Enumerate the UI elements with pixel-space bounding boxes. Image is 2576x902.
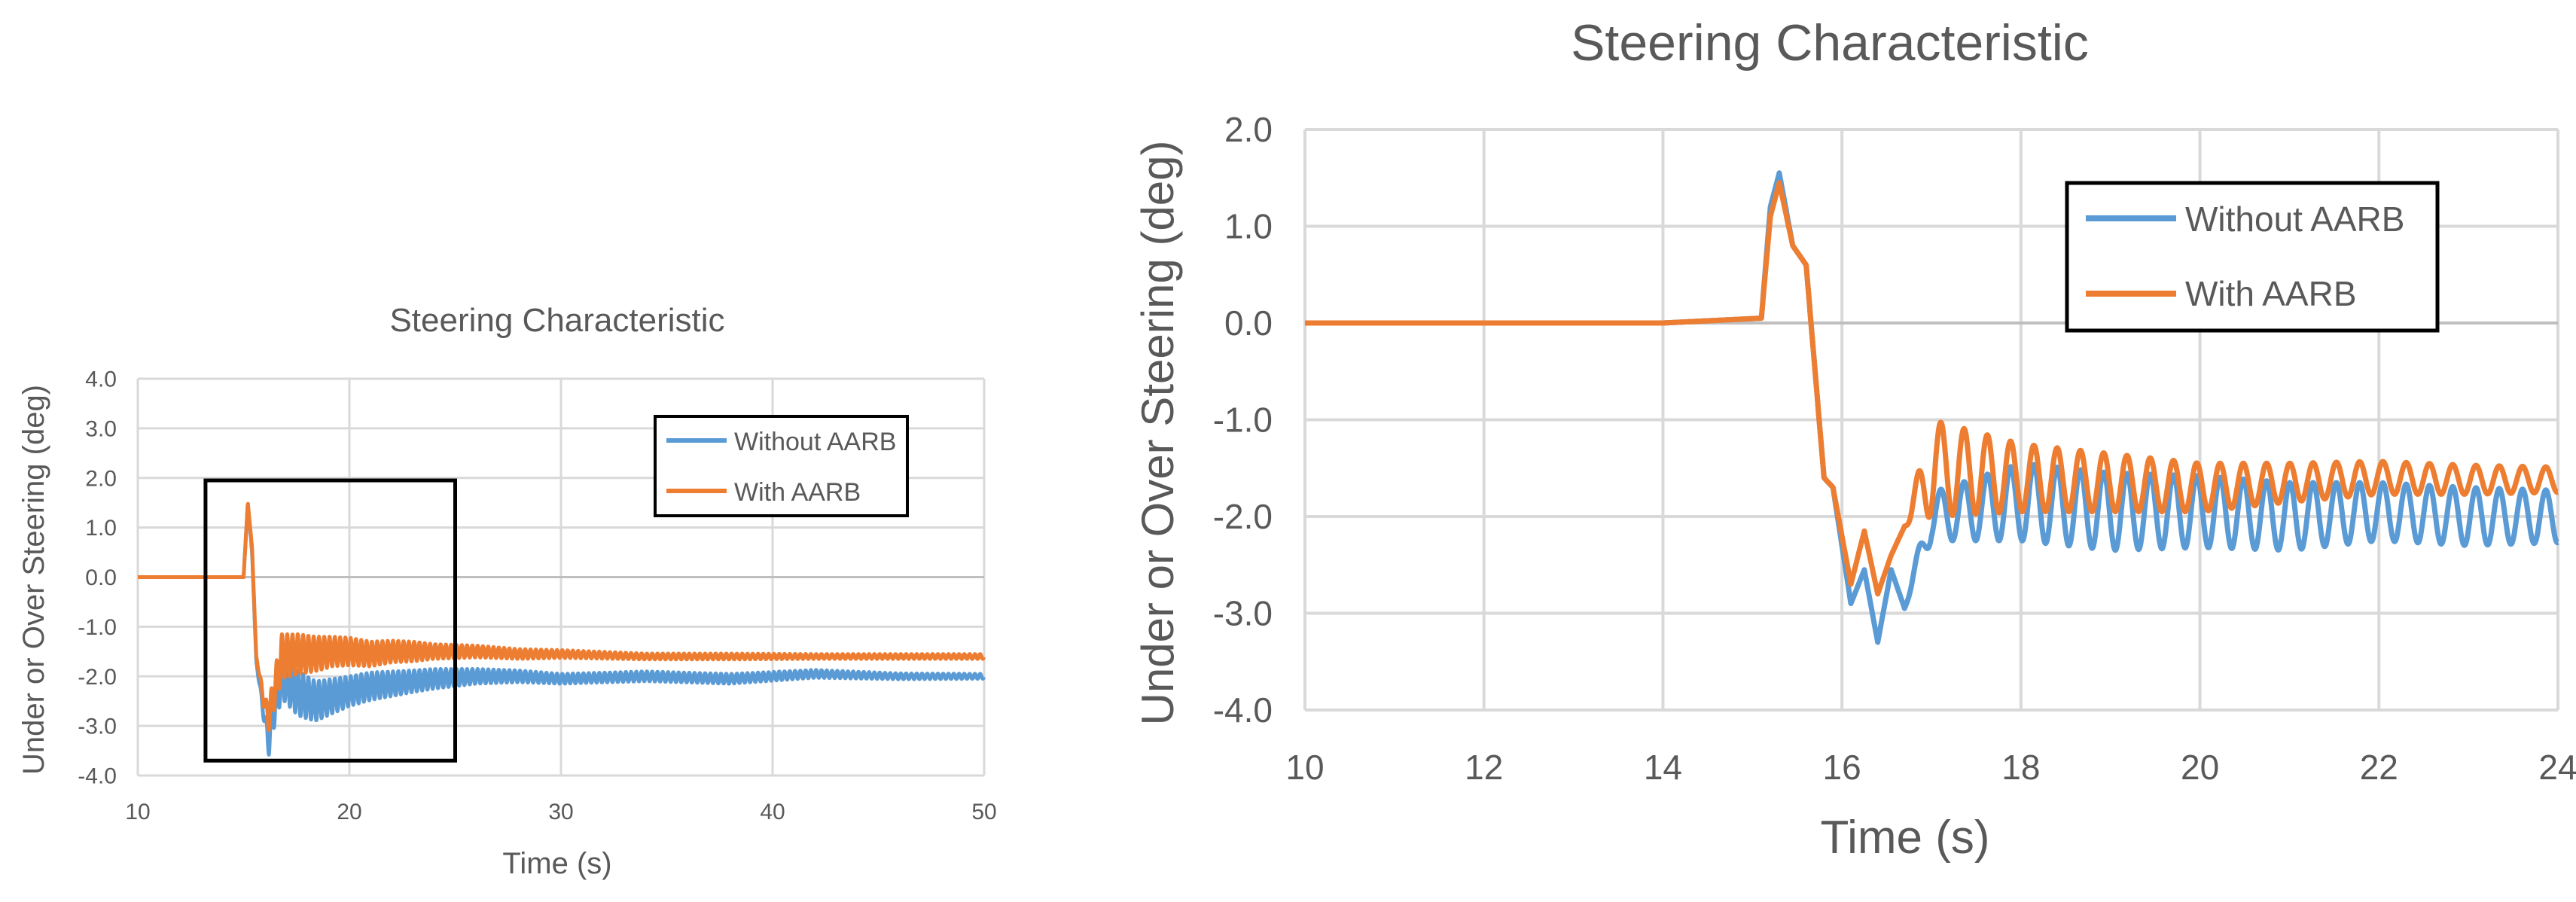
x-tick-label: 10: [1285, 748, 1324, 787]
left-chart-title: Steering Characteristic: [389, 302, 724, 339]
left-x-axis-label: Time (s): [502, 847, 611, 880]
right-series-lines: [1303, 170, 2560, 645]
right-legend-label-without: Without AARB: [2185, 200, 2404, 239]
left-series-lines: [136, 501, 986, 757]
right-legend: Without AARB With AARB: [2065, 181, 2440, 333]
y-tick-label: 4.0: [85, 367, 117, 392]
right-x-axis-label: Time (s): [1821, 812, 1990, 864]
x-tick-label: 24: [2538, 748, 2576, 787]
y-tick-label: 3.0: [85, 416, 117, 441]
right-legend-label-with: With AARB: [2185, 274, 2357, 313]
series-line-with-aarb: [136, 501, 986, 733]
right-x-tick-labels: 10 12 14 16 18 20 22 24: [1285, 748, 2576, 787]
right-y-tick-labels: 2.0 1.0 0.0 -1.0 -2.0 -3.0 -4.0: [1213, 110, 1273, 730]
right-chart: Steering Characteristic 2.0 1.0 0.0 -1.0 -2.…: [1133, 14, 2576, 864]
y-tick-label: -1.0: [1213, 401, 1273, 440]
x-tick-label: 20: [2181, 748, 2219, 787]
y-tick-label: -2.0: [1213, 497, 1273, 536]
x-tick-label: 50: [971, 800, 996, 824]
y-tick-label: 0.0: [1224, 303, 1273, 343]
y-tick-label: 0.0: [85, 565, 117, 590]
left-chart: Steering Characteristic 4.0 3.0 2.0 1.0 0.0 -…: [17, 302, 997, 880]
x-tick-label: 22: [2360, 748, 2398, 787]
zoom-region-box: [203, 478, 457, 763]
right-legend-box: [2065, 181, 2440, 333]
x-tick-label: 12: [1465, 748, 1503, 787]
y-tick-label: -4.0: [78, 764, 117, 789]
right-y-axis-label: Under or Over Steering (deg): [1133, 140, 1183, 725]
y-tick-label: -4.0: [1213, 690, 1273, 730]
y-tick-label: 1.0: [1224, 207, 1273, 246]
left-gridlines: [136, 377, 986, 777]
x-tick-label: 10: [125, 800, 150, 824]
left-y-tick-labels: 4.0 3.0 2.0 1.0 0.0 -1.0 -2.0 -3.0 -4.0: [78, 367, 117, 789]
x-tick-label: 14: [1644, 748, 1682, 787]
y-tick-label: 2.0: [1224, 110, 1273, 149]
x-tick-label: 30: [548, 800, 573, 824]
y-tick-label: 2.0: [85, 466, 117, 491]
y-tick-label: 1.0: [85, 516, 117, 541]
right-chart-title: Steering Characteristic: [1571, 14, 2089, 72]
x-tick-label: 40: [760, 800, 785, 824]
y-tick-label: -3.0: [1213, 594, 1273, 633]
left-legend: Without AARB With AARB: [654, 415, 909, 517]
left-y-axis-label: Under or Over Steering (deg): [17, 385, 50, 775]
series-line-without-aarb: [136, 501, 986, 757]
left-x-tick-labels: 10 20 30 40 50: [125, 800, 996, 824]
left-legend-label-without: Without AARB: [734, 428, 896, 456]
left-legend-label-with: With AARB: [734, 478, 861, 507]
x-tick-label: 18: [2001, 748, 2040, 787]
y-tick-label: -3.0: [78, 715, 117, 739]
x-tick-label: 20: [337, 800, 361, 824]
left-legend-box: [654, 415, 909, 517]
x-tick-label: 16: [1823, 748, 1861, 787]
y-tick-label: -2.0: [78, 665, 117, 690]
series-line-with-aarb: [1303, 180, 2560, 597]
y-tick-label: -1.0: [78, 615, 117, 640]
